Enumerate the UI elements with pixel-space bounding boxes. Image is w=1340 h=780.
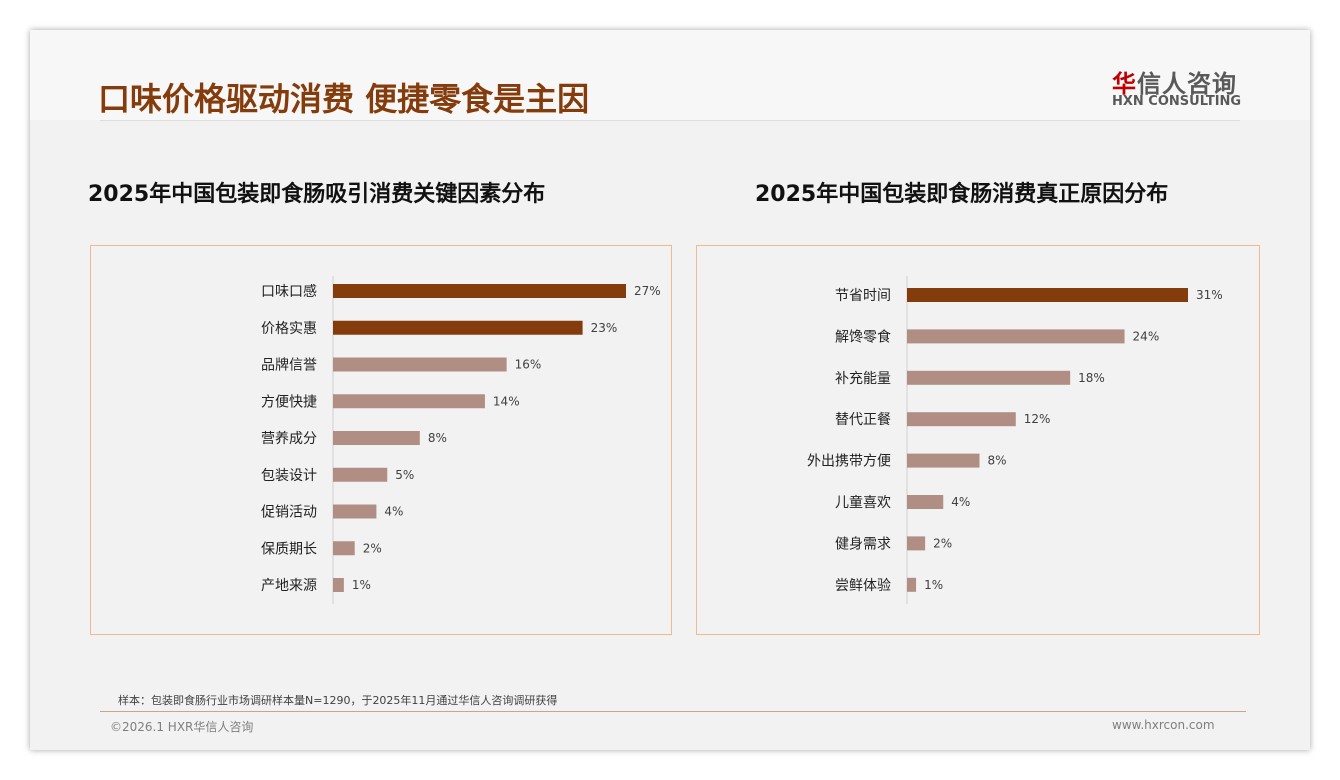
- chart-panel-right: 节省时间 31% 解馋零食 24% 补充能量 18% 替代正餐 12% 外出携带方便 8% 儿童喜欢…: [696, 245, 1260, 635]
- logo-red-char: 华: [1112, 70, 1137, 98]
- category-label: 解馋零食: [835, 328, 891, 345]
- data-label: 23%: [591, 321, 618, 335]
- category-label: 方便快捷: [261, 394, 317, 410]
- data-label: 27%: [634, 284, 661, 298]
- slide: 口味价格驱动消费 便捷零食是主因 华信人咨询 HXN CONSULTING 20…: [30, 30, 1310, 750]
- data-label: 24%: [1133, 329, 1160, 343]
- data-label: 4%: [384, 505, 403, 519]
- logo-text: 信人咨询: [1137, 70, 1237, 98]
- bar: [907, 288, 1188, 302]
- data-label: 16%: [515, 358, 542, 372]
- bar: [333, 541, 355, 556]
- sample-note: 样本：包装即食肠行业市场调研样本量N=1290，于2025年11月通过华信人咨询…: [118, 694, 558, 707]
- bar: [907, 412, 1016, 427]
- data-label: 31%: [1196, 288, 1223, 302]
- category-label: 营养成分: [261, 431, 317, 447]
- chart-title-left: 2025年中国包装即食肠吸引消费关键因素分布: [88, 182, 546, 207]
- copyright: ©2026.1 HXR华信人咨询: [110, 720, 254, 734]
- category-label: 口味口感: [261, 283, 317, 300]
- category-label: 儿童喜欢: [835, 494, 891, 511]
- bar: [333, 394, 485, 409]
- footer-divider: [100, 711, 1246, 712]
- bar: [333, 467, 388, 482]
- logo-en: HXN CONSULTING: [1112, 94, 1242, 109]
- category-label: 产地来源: [261, 578, 317, 594]
- data-label: 18%: [1078, 371, 1105, 385]
- data-label: 8%: [428, 431, 447, 445]
- divider: [100, 120, 1240, 121]
- data-label: 1%: [924, 578, 943, 592]
- category-label: 补充能量: [835, 371, 891, 387]
- data-label: 12%: [1024, 412, 1051, 426]
- bar-chart-right: 节省时间 31% 解馋零食 24% 补充能量 18% 替代正餐 12% 外出携带方便 8% 儿童喜欢…: [807, 276, 1223, 604]
- data-label: 2%: [363, 541, 382, 555]
- category-label: 品牌信誉: [261, 357, 317, 374]
- category-label: 节省时间: [835, 288, 891, 304]
- bar: [333, 357, 507, 372]
- category-label: 价格实惠: [261, 321, 317, 337]
- bar: [333, 578, 344, 592]
- bar: [333, 320, 583, 335]
- bar: [907, 453, 980, 468]
- bar: [907, 495, 944, 509]
- logo: 华信人咨询: [1112, 64, 1237, 99]
- website-link[interactable]: www.hxrcon.com: [1112, 718, 1215, 732]
- bar: [333, 284, 626, 298]
- bar: [907, 370, 1071, 385]
- bar: [907, 329, 1125, 344]
- category-label: 尝鲜体验: [835, 578, 891, 594]
- data-label: 4%: [951, 495, 970, 509]
- bar: [333, 504, 377, 519]
- bar: [907, 536, 926, 551]
- data-label: 5%: [395, 468, 414, 482]
- data-label: 1%: [352, 578, 371, 592]
- bar: [333, 431, 420, 445]
- bar-chart-left: 口味口感 27% 价格实惠 23% 品牌信誉 16% 方便快捷 14% 营养成分 8% 包装设计 5%…: [261, 276, 661, 604]
- bar: [907, 577, 917, 592]
- category-label: 替代正餐: [835, 412, 891, 428]
- category-label: 促销活动: [261, 505, 317, 521]
- header: [30, 30, 1310, 120]
- chart-panel-left: 口味口感 27% 价格实惠 23% 品牌信誉 16% 方便快捷 14% 营养成分 8% 包装设计 5%…: [90, 245, 672, 635]
- category-label: 保质期长: [261, 541, 317, 557]
- page-title: 口味价格驱动消费 便捷零食是主因: [98, 80, 590, 118]
- chart-title-right: 2025年中国包装即食肠消费真正原因分布: [755, 182, 1169, 207]
- category-label: 外出携带方便: [807, 454, 891, 470]
- data-label: 2%: [933, 536, 952, 550]
- data-label: 14%: [493, 394, 520, 408]
- category-label: 包装设计: [261, 468, 317, 484]
- category-label: 健身需求: [835, 536, 891, 552]
- data-label: 8%: [988, 454, 1007, 468]
